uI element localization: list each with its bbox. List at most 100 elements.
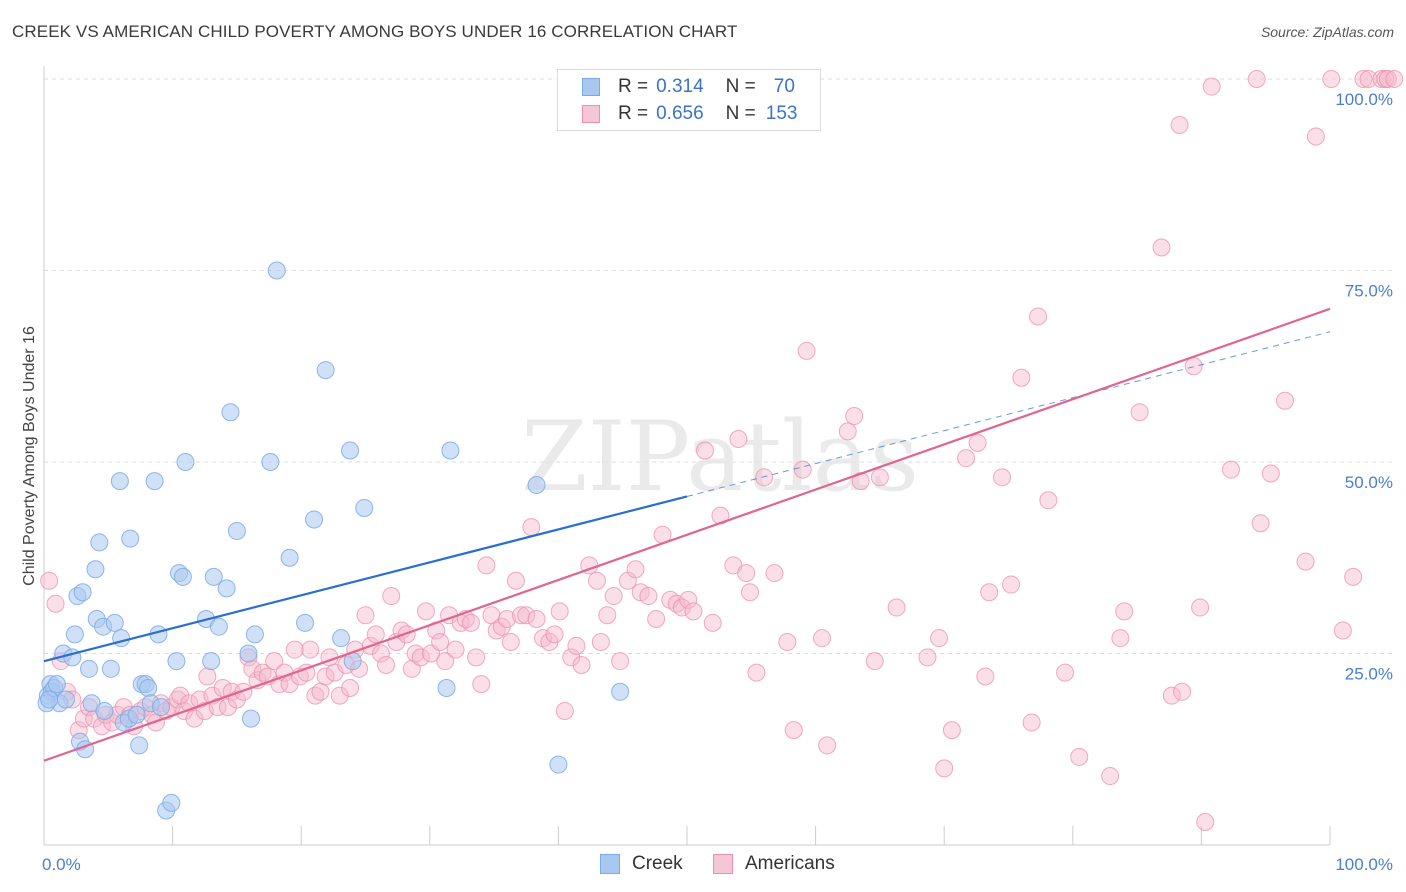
americans-point: [1002, 575, 1021, 594]
americans-point: [74, 709, 93, 728]
creek-point: [437, 678, 456, 697]
americans-point: [1029, 307, 1048, 326]
americans-point: [918, 648, 937, 667]
americans-point: [1385, 70, 1404, 88]
creek-point: [101, 659, 120, 678]
americans-point: [1261, 464, 1280, 483]
americans-point: [797, 341, 816, 360]
creek-point: [127, 705, 146, 724]
creek-point: [341, 441, 360, 460]
creek-point: [217, 579, 236, 598]
americans-point: [942, 721, 961, 740]
creek-point: [65, 625, 84, 644]
americans-point: [1170, 115, 1189, 134]
americans-point: [1191, 598, 1210, 617]
r-label: R =: [618, 103, 649, 124]
creek-point: [173, 567, 192, 586]
americans-point: [1247, 70, 1266, 88]
creek-trend-line: [43, 495, 688, 663]
creek-point: [56, 690, 75, 709]
americans-point: [301, 640, 320, 659]
americans-point: [626, 560, 645, 579]
americans-point: [1372, 70, 1391, 88]
creek-point: [221, 403, 240, 422]
americans-point: [497, 610, 516, 629]
americans-point: [411, 648, 430, 667]
americans-point: [416, 602, 435, 621]
creek-point: [239, 644, 258, 663]
americans-trend-line: [43, 307, 1331, 762]
americans-point: [729, 430, 748, 449]
americans-point: [639, 587, 658, 606]
americans-point: [1221, 460, 1240, 479]
y-tick-label: 50.0%: [1345, 473, 1393, 492]
creek-point: [90, 533, 109, 552]
americans-point: [696, 441, 715, 460]
creek-point: [204, 567, 223, 586]
americans-point: [46, 594, 65, 613]
americans-point: [567, 636, 586, 655]
americans-point: [517, 606, 536, 625]
americans-point: [1378, 70, 1397, 88]
americans-point: [1152, 238, 1171, 257]
americans-point: [512, 606, 531, 625]
americans-point: [572, 655, 591, 674]
creek-point: [227, 521, 246, 540]
creek-point: [611, 682, 630, 701]
y-tick-label: 75.0%: [1345, 282, 1393, 301]
americans-point: [604, 587, 623, 606]
americans-point: [341, 678, 360, 697]
creek-point: [73, 583, 92, 602]
americans-point: [1070, 747, 1089, 766]
creek-point: [112, 629, 131, 648]
americans-point: [371, 644, 390, 663]
americans-point: [587, 571, 606, 590]
americans-point: [501, 633, 520, 652]
y-tick-label: 25.0%: [1345, 665, 1393, 684]
americans-point: [280, 675, 299, 694]
bottom-legend-creek: Creek: [600, 852, 683, 876]
americans-point: [1344, 567, 1363, 586]
americans-point: [755, 468, 774, 487]
creek-swatch: [582, 78, 600, 96]
americans-point: [957, 449, 976, 468]
creek-point: [332, 629, 351, 648]
americans-point: [980, 583, 999, 602]
chart-title: CREEK VS AMERICAN CHILD POVERTY AMONG BO…: [12, 22, 738, 41]
americans-point: [793, 460, 812, 479]
americans-point: [40, 571, 59, 590]
americans-point: [1184, 357, 1203, 376]
americans-point: [377, 655, 396, 674]
americans-point: [679, 590, 698, 609]
americans-point: [446, 640, 465, 659]
x-tick-label: 0.0%: [42, 855, 81, 874]
source-label: Source: ZipAtlas.com: [1260, 24, 1394, 40]
n-value: 70: [773, 76, 795, 97]
r-value: 0.314: [656, 76, 704, 97]
americans-point: [1101, 767, 1120, 786]
americans-point: [838, 422, 857, 441]
americans-point: [527, 610, 546, 629]
americans-point: [265, 652, 284, 671]
americans-point: [1202, 77, 1221, 96]
creek-point: [527, 475, 546, 494]
legend-row-americans: R = 0.656 N = 153: [582, 102, 797, 126]
americans-point: [818, 736, 837, 755]
americans-point: [1173, 682, 1192, 701]
americans-point: [1039, 491, 1058, 510]
creek-point: [80, 659, 99, 678]
y-tick-label: 100.0%: [1335, 90, 1393, 109]
americans-point: [968, 433, 987, 452]
americans-point: [993, 468, 1012, 487]
americans-point: [311, 682, 330, 701]
americans-point: [865, 652, 884, 671]
americans-point: [472, 675, 491, 694]
americans-point: [813, 629, 832, 648]
bottom-legend-americans: Americans: [713, 852, 835, 876]
creek-point: [130, 736, 149, 755]
creek-point: [261, 453, 280, 471]
americans-point: [930, 629, 949, 648]
creek-points: [37, 261, 630, 820]
creek-point: [40, 690, 59, 709]
